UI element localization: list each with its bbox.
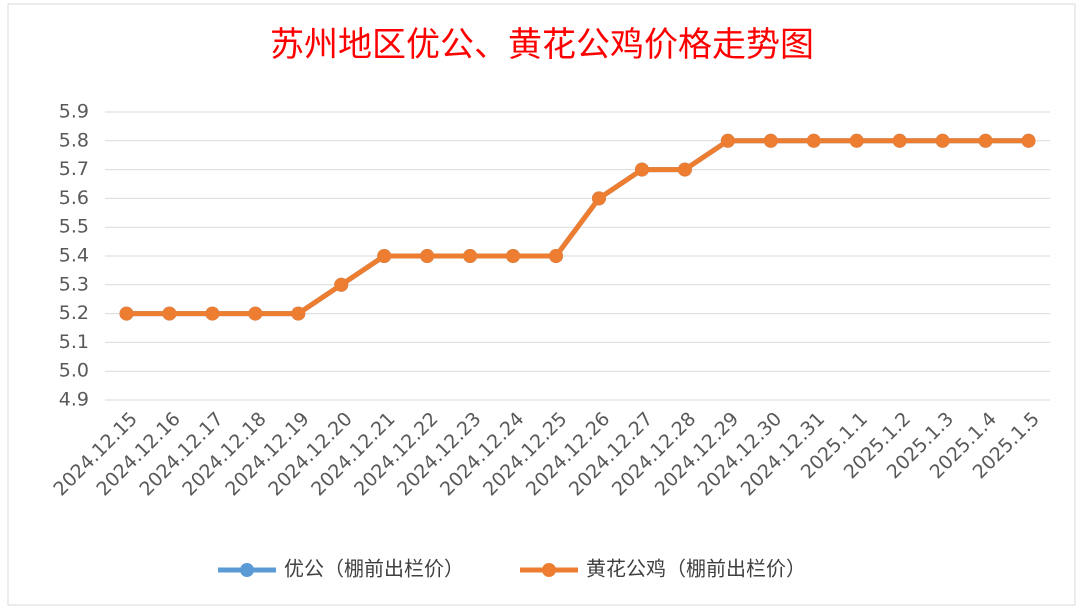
data-point: [978, 133, 993, 148]
y-tick-label: 5.1: [59, 331, 89, 353]
data-point: [677, 162, 692, 177]
data-point: [763, 133, 778, 148]
data-point: [205, 306, 220, 321]
y-tick-label: 5.4: [59, 245, 89, 267]
data-point: [892, 133, 907, 148]
data-point: [248, 306, 263, 321]
data-point: [377, 249, 392, 263]
data-point: [162, 306, 177, 321]
series-line: [126, 138, 1029, 317]
data-point: [634, 162, 649, 177]
legend-label: 黄花公鸡（棚前出栏价）: [586, 557, 806, 581]
chart-border: [7, 3, 1076, 606]
data-point: [549, 249, 564, 263]
y-tick-label: 5.6: [59, 187, 89, 209]
data-point: [849, 133, 864, 148]
legend-label: 优公（棚前出栏价）: [284, 557, 464, 581]
y-tick-label: 5.9: [59, 101, 89, 123]
data-point: [334, 277, 349, 292]
y-tick-label: 4.9: [59, 389, 89, 411]
data-point: [935, 133, 950, 148]
legend-marker: [240, 563, 254, 577]
y-tick-label: 5.2: [59, 302, 89, 324]
data-point: [591, 191, 606, 206]
y-tick-label: 5.8: [59, 129, 89, 151]
chart-title: 苏州地区优公、黄花公鸡价格走势图: [270, 25, 814, 65]
legend-marker: [542, 563, 556, 577]
data-point: [291, 306, 306, 321]
data-point: [806, 133, 821, 148]
data-point: [463, 249, 478, 263]
y-tick-label: 5.7: [59, 158, 89, 180]
data-point: [506, 249, 521, 263]
data-point: [119, 306, 134, 321]
data-point: [1021, 133, 1036, 148]
data-point: [720, 133, 735, 148]
y-tick-label: 5.5: [59, 216, 89, 238]
data-point: [420, 249, 435, 263]
y-tick-label: 5.0: [59, 360, 89, 382]
y-tick-label: 5.3: [59, 273, 89, 295]
